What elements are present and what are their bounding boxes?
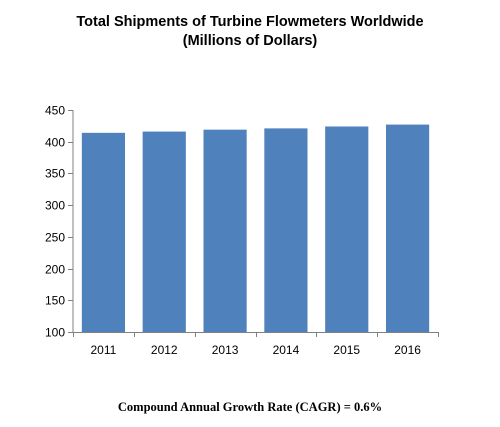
bar-series <box>81 124 430 333</box>
y-tick-label: 400 <box>45 136 65 150</box>
bar-2016 <box>385 124 430 332</box>
y-tick-label: 350 <box>45 167 65 181</box>
y-tick-label: 100 <box>45 326 65 340</box>
y-tick-label: 200 <box>45 263 65 277</box>
chart-title: Total Shipments of Turbine Flowmeters Wo… <box>76 14 424 30</box>
bar-2013 <box>203 129 247 332</box>
x-tick-label: 2014 <box>273 343 300 357</box>
x-tick-label: 2011 <box>91 343 117 357</box>
y-tick-label: 300 <box>45 199 65 213</box>
y-tick-label: 250 <box>45 231 65 245</box>
x-tick-label: 2015 <box>333 343 360 357</box>
x-tick-label: 2012 <box>151 343 178 357</box>
x-tick-label: 2016 <box>394 343 421 357</box>
y-axis: 100 150 200 250 300 350 400 450 <box>45 104 74 340</box>
x-axis: 2011 2012 2013 2014 2015 2016 <box>73 332 439 357</box>
chart-subtitle: (Millions of Dollars) <box>182 33 318 49</box>
bar-2015 <box>325 126 369 333</box>
y-tick-label: 450 <box>45 104 65 118</box>
bar-2014 <box>264 128 308 332</box>
bar-2011 <box>81 132 126 332</box>
x-tick-label: 2013 <box>212 343 239 357</box>
y-tick-label: 150 <box>45 294 65 308</box>
cagr-annotation: Compound Annual Growth Rate (CAGR) = 0.6… <box>117 400 383 414</box>
bar-2012 <box>142 131 186 332</box>
